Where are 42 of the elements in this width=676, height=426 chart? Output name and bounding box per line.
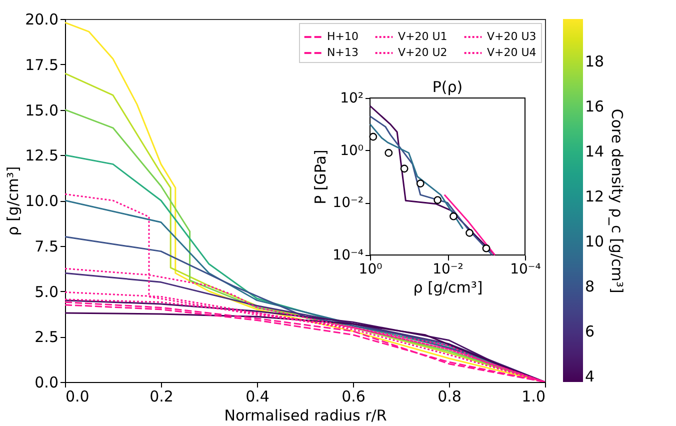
x-tick-label: 0.6 xyxy=(342,388,366,406)
y-tick-label: 10⁻⁴ xyxy=(332,248,364,264)
y-tick-label: 2.5 xyxy=(34,328,58,346)
y-tick-label: 5.0 xyxy=(34,282,58,301)
y-tick-label: 10.0 xyxy=(25,192,58,210)
legend-label: V+20 U4 xyxy=(487,46,536,59)
y-tick-label: 10⁻² xyxy=(332,195,364,212)
y-axis-title: ρ [g/cm³] xyxy=(4,166,22,236)
x-tick-label: 0.0 xyxy=(66,388,90,406)
color-bar-title: Core density ρ_c [g/cm³] xyxy=(608,108,626,294)
color-bar-label: 10 xyxy=(585,232,604,251)
y-tick-label: 17.5 xyxy=(25,56,58,74)
x-tick-label: 1.0 xyxy=(522,388,546,406)
x-tick-label: 10⁻² xyxy=(432,262,464,278)
x-tick-label: 10⁻⁴ xyxy=(510,262,542,278)
color-bar-label: 12 xyxy=(585,188,604,206)
x-tick-label: 0.4 xyxy=(246,388,270,406)
color-bar-label: 8 xyxy=(585,277,595,296)
color-bar-label: 4 xyxy=(585,367,595,386)
x-tick-label: 0.2 xyxy=(150,388,174,406)
legend-label: V+20 U2 xyxy=(398,46,448,59)
y-axis-title: P [GPa] xyxy=(312,150,330,204)
x-axis-title: ρ [g/cm³] xyxy=(413,278,483,296)
y-tick-label: 10² xyxy=(340,90,364,106)
color-bar-label: 14 xyxy=(585,142,604,161)
x-tick-label: 0.8 xyxy=(438,388,462,406)
legend-label: N+13 xyxy=(327,46,358,59)
x-axis-title: Normalised radius r/R xyxy=(224,406,387,424)
y-tick-label: 15.0 xyxy=(25,101,58,120)
y-tick-label: 12.5 xyxy=(25,146,58,165)
y-tick-label: 10⁰ xyxy=(340,142,364,159)
color-bar-label: 6 xyxy=(585,322,595,340)
y-tick-label: 20.0 xyxy=(25,10,58,28)
legend-label: V+20 U1 xyxy=(398,30,448,43)
color-bar-label: 18 xyxy=(585,52,604,71)
x-tick-label: 10⁰ xyxy=(358,262,383,278)
legend-label: H+10 xyxy=(327,30,358,43)
y-tick-label: 0.0 xyxy=(34,374,58,392)
chart-title: P(ρ) xyxy=(432,78,463,96)
y-tick-label: 7.5 xyxy=(34,237,58,256)
color-bar-label: 16 xyxy=(585,98,604,116)
legend-label: V+20 U3 xyxy=(487,30,536,43)
